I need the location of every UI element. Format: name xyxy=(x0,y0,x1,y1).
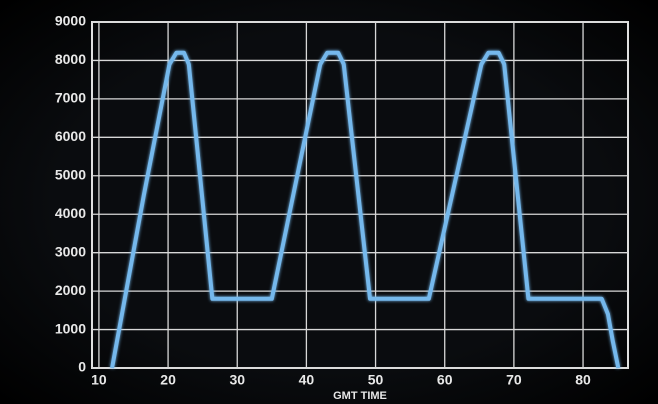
x-tick-label: 20 xyxy=(160,372,176,388)
y-tick-label: 6000 xyxy=(55,128,86,144)
x-tick-label: 30 xyxy=(229,372,245,388)
y-tick-label: 9000 xyxy=(55,13,86,29)
y-tick-label: 7000 xyxy=(55,90,86,106)
chart: GMT TIME 0 1000 2000 3000 4000 5000 6000 7000 80… xyxy=(0,0,658,404)
y-tick-label: 0 xyxy=(78,359,86,375)
y-tick-label: 3000 xyxy=(55,243,86,259)
y-tick-label: 2000 xyxy=(55,282,86,298)
x-tick-label: 50 xyxy=(368,372,384,388)
y-tick-label: 1000 xyxy=(55,320,86,336)
y-tick-label: 5000 xyxy=(55,166,86,182)
y-tick-label: 4000 xyxy=(55,205,86,221)
x-axis-label: GMT TIME xyxy=(333,390,387,402)
x-tick-label: 80 xyxy=(575,372,591,388)
x-tick-label: 10 xyxy=(91,372,107,388)
x-tick-label: 70 xyxy=(506,372,522,388)
x-tick-label: 60 xyxy=(437,372,453,388)
x-tick-label: 40 xyxy=(299,372,315,388)
y-tick-label: 8000 xyxy=(55,51,86,67)
